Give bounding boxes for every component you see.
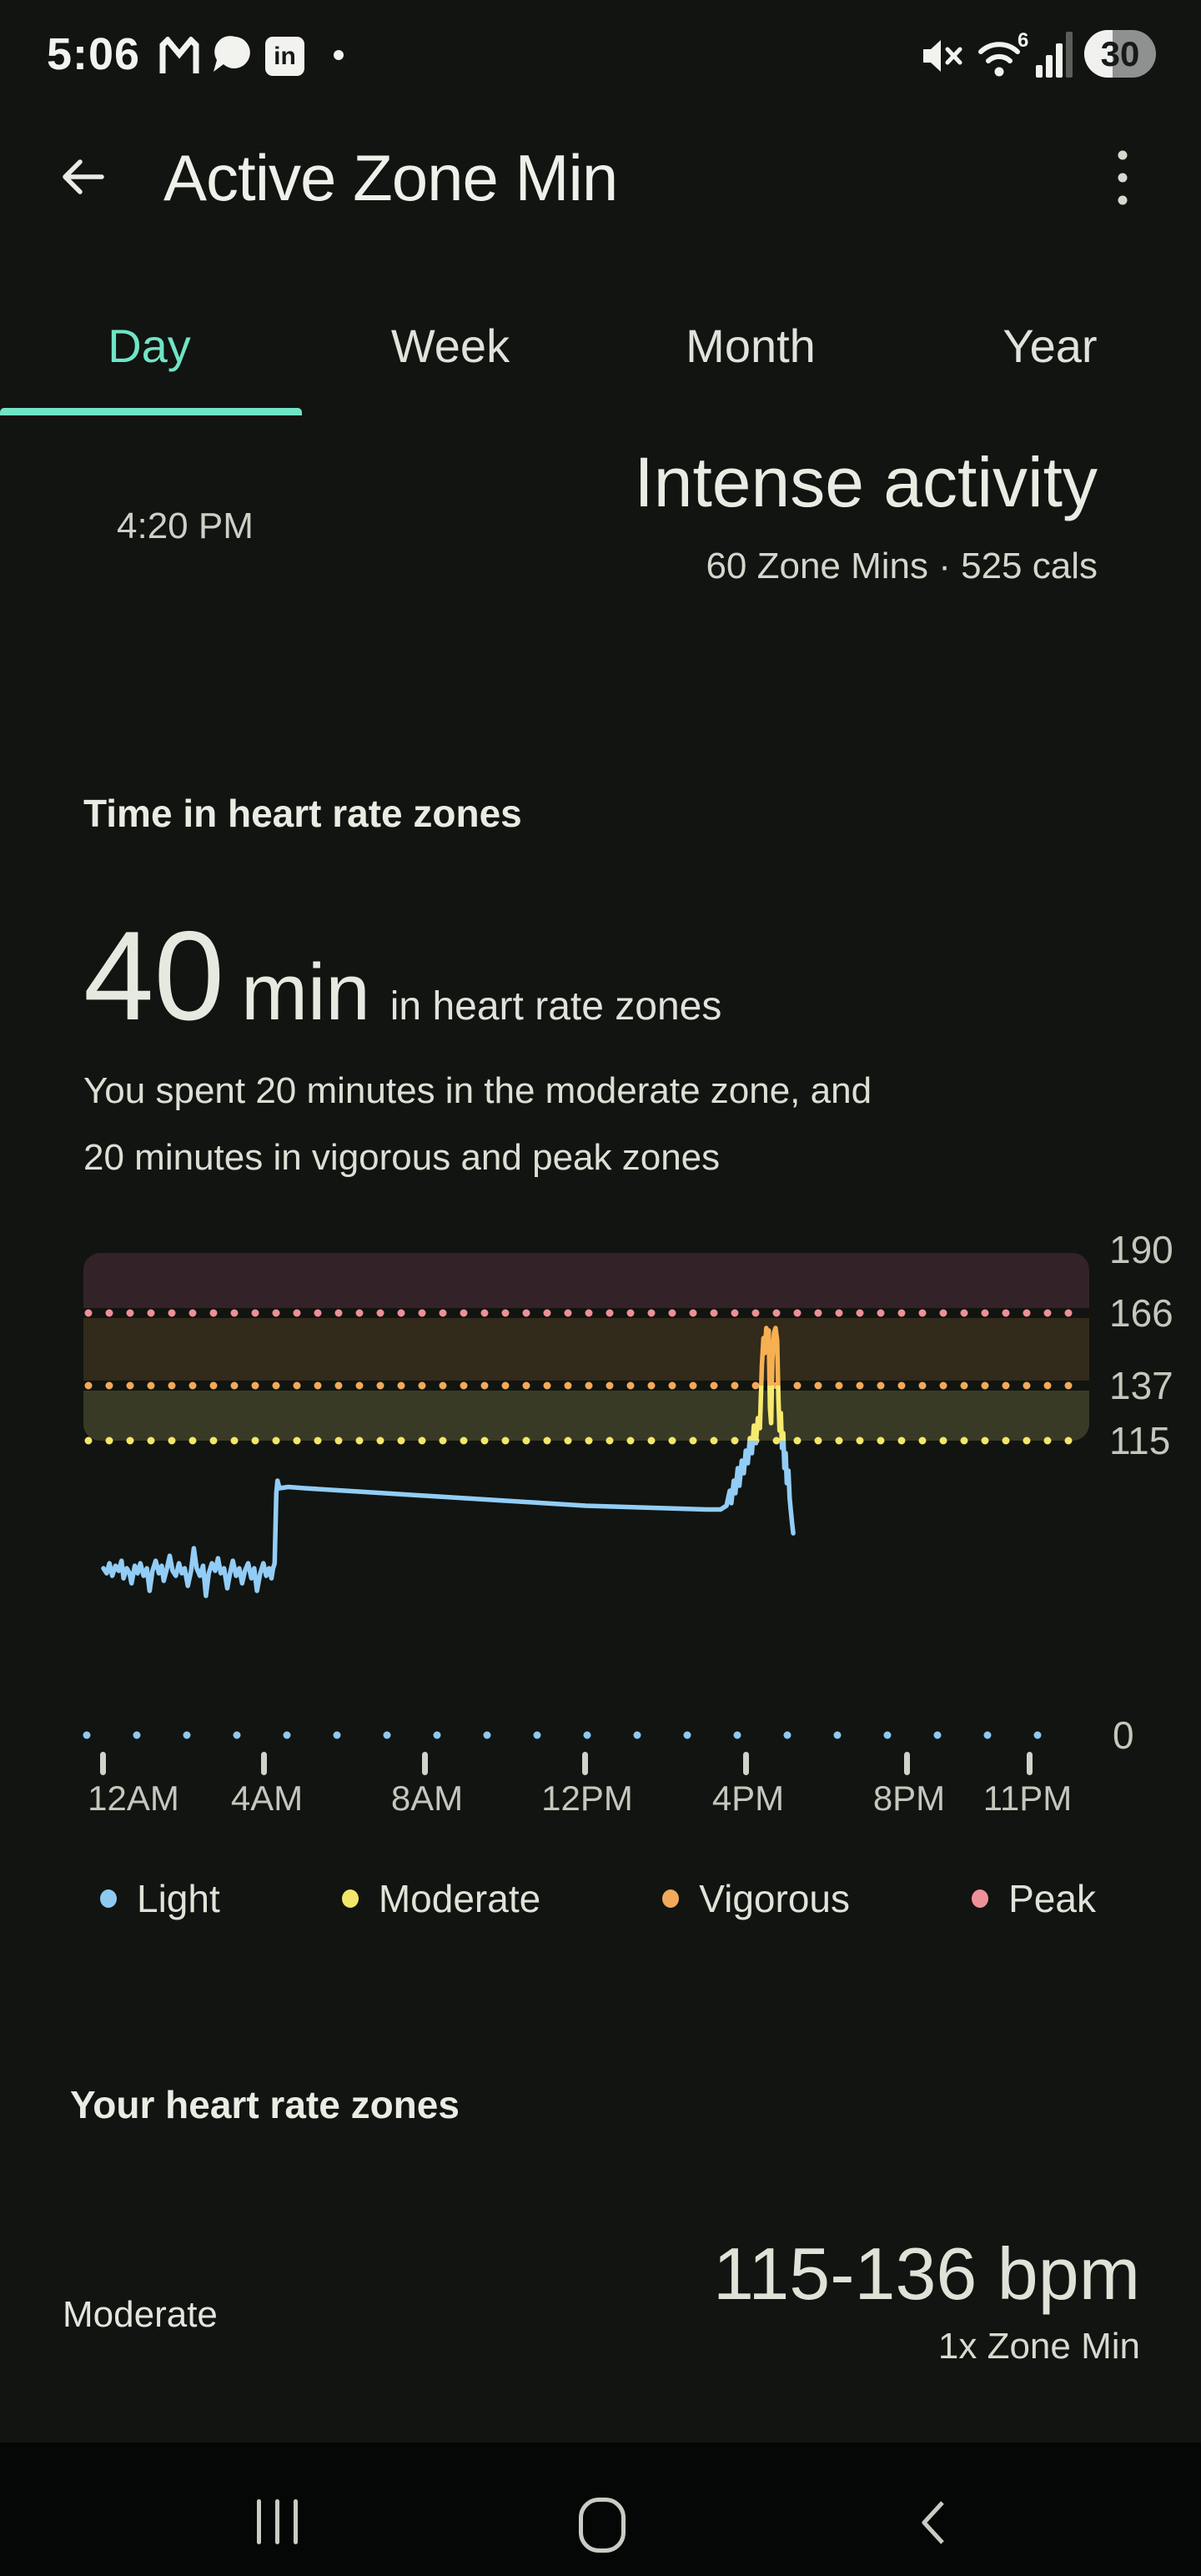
zone-band-vigorous: [83, 1313, 1089, 1386]
section-heading-your-zones: Your heart rate zones: [70, 2083, 460, 2126]
x-label-12am: 12AM: [88, 1779, 179, 1818]
nav-back-icon[interactable]: [916, 2498, 949, 2548]
zone-minutes-value: 40: [83, 905, 225, 1047]
zone-minutes-suffix: in heart rate zones: [389, 984, 722, 1029]
wifi-icon: 6: [978, 32, 1028, 77]
y-label-166: 166: [1109, 1291, 1173, 1335]
heart-rate-line: [101, 1326, 796, 1598]
x-label-4am: 4AM: [231, 1779, 303, 1818]
light-dot-icon: [100, 1889, 117, 1908]
legend-item-moderate: Moderate: [341, 1876, 540, 1921]
legend-item-light: Light: [100, 1876, 220, 1921]
more-notifications-dot-icon: [334, 50, 344, 60]
zone-minutes-description: You spent 20 minutes in the moderate zon…: [83, 1070, 872, 1178]
moderate-dot-icon: [341, 1889, 359, 1908]
mute-icon: [923, 40, 962, 72]
legend-item-peak: Peak: [972, 1876, 1096, 1921]
x-label-11pm: 11PM: [983, 1779, 1073, 1818]
x-label-8am: 8AM: [391, 1779, 463, 1818]
vigorous-dot-icon: [662, 1889, 680, 1908]
tab-week[interactable]: Week: [390, 319, 510, 372]
battery-fill-level: [1084, 30, 1113, 78]
zone-band-peak: [83, 1253, 1089, 1313]
zone-row-range: 115-136 bpm: [712, 2232, 1140, 2315]
chart-legend: Light Moderate Vigorous Peak: [100, 1875, 1096, 1922]
x-axis-ticks: [100, 1752, 1033, 1775]
zone-row-values: 115-136 bpm 1x Zone Min: [712, 2232, 1140, 2367]
overflow-menu-icon[interactable]: [1106, 147, 1139, 210]
active-tab-underline: [0, 408, 302, 415]
tab-day[interactable]: Day: [108, 319, 191, 372]
peak-dot-icon: [972, 1889, 989, 1908]
wifi-standard-label: 6: [1018, 32, 1028, 52]
tab-year[interactable]: Year: [1003, 319, 1098, 372]
nav-home-icon[interactable]: [579, 2498, 626, 2553]
x-label-4pm: 4PM: [712, 1779, 784, 1818]
zone-row-name: Moderate: [63, 2294, 218, 2335]
activity-title: Intense activity: [634, 443, 1098, 521]
linkedin-notification-icon: in: [265, 37, 304, 76]
activity-time: 4:20 PM: [117, 506, 254, 546]
clock-time: 5:06: [47, 29, 141, 79]
zone-band-moderate: [83, 1386, 1089, 1441]
heart-rate-chart[interactable]: 12AM 4AM 8AM 12PM 4PM 8PM 11PM 0 190 166…: [0, 1226, 1201, 1819]
battery-indicator: 30: [1084, 30, 1156, 78]
y-label-190: 190: [1109, 1228, 1173, 1271]
battery-percent: 30: [1100, 33, 1140, 73]
activity-summary: Intense activity 60 Zone Mins · 525 cals: [634, 445, 1098, 587]
system-nav-bar: [0, 2443, 1201, 2576]
x-label-12pm: 12PM: [541, 1779, 633, 1818]
y-label-115: 115: [1109, 1419, 1170, 1462]
gmail-notification-icon: [159, 37, 199, 73]
tab-month[interactable]: Month: [686, 319, 816, 372]
zone-bands: [83, 1253, 1089, 1441]
chat-notification-icon: [214, 36, 250, 72]
right-axis-zero-label: 0: [1113, 1713, 1134, 1757]
activity-stats: 60 Zone Mins · 525 cals: [706, 546, 1098, 587]
x-label-8pm: 8PM: [873, 1779, 945, 1818]
section-heading-time-in-zones: Time in heart rate zones: [83, 792, 522, 835]
zone-row-detail: 1x Zone Min: [937, 2326, 1140, 2367]
nav-recents-icon[interactable]: [257, 2499, 298, 2544]
signal-icon: [1036, 32, 1073, 78]
legend-item-vigorous: Vigorous: [662, 1876, 850, 1921]
page-title: Active Zone Min: [163, 141, 618, 214]
zone-minutes-unit: min: [241, 948, 370, 1037]
back-arrow-icon[interactable]: [60, 153, 107, 200]
y-label-137: 137: [1109, 1364, 1173, 1407]
status-bar: 5:06 in 6 30: [0, 0, 1201, 93]
zone-minutes-summary: 40 min in heart rate zones: [83, 913, 721, 1079]
